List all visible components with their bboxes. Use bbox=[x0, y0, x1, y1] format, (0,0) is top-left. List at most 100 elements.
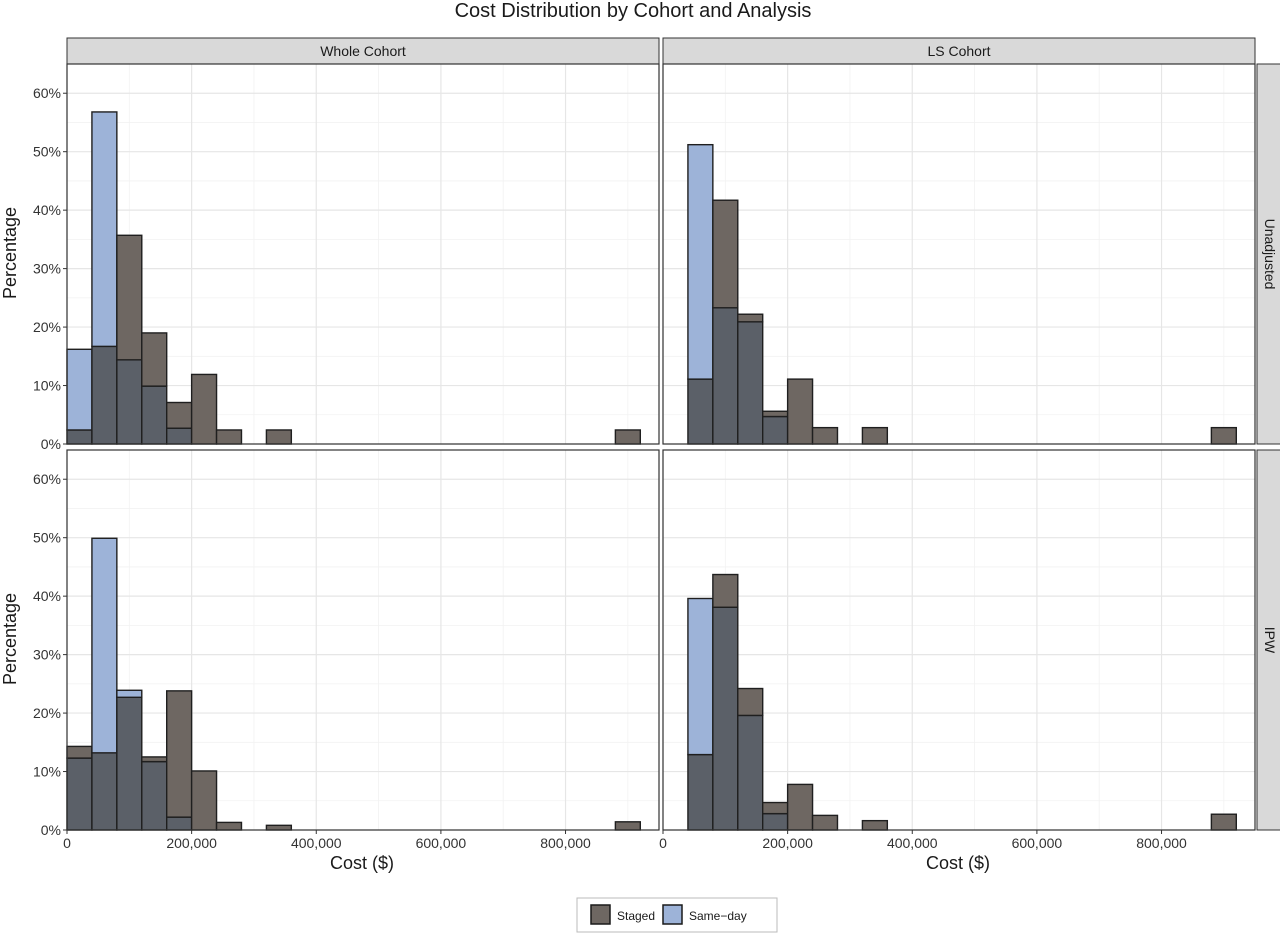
x-tick-label: 400,000 bbox=[291, 835, 342, 851]
bar-staged bbox=[166, 401, 193, 429]
y-tick-label: 20% bbox=[33, 319, 61, 335]
x-tick-label: 600,000 bbox=[416, 835, 467, 851]
y-tick-label: 40% bbox=[33, 588, 61, 604]
panel-border bbox=[66, 449, 660, 831]
bar-staged bbox=[141, 756, 168, 763]
y-axis-title-bottom: Percentage bbox=[0, 593, 20, 685]
bar-staged bbox=[265, 824, 293, 831]
bar-overlap bbox=[166, 816, 193, 831]
chart-title: Cost Distribution by Cohort and Analysis bbox=[455, 0, 812, 22]
bar-overlap bbox=[687, 753, 714, 831]
facet-strip-ls-cohort bbox=[662, 37, 1256, 65]
bar-overlap bbox=[762, 812, 789, 831]
bar-overlap bbox=[737, 321, 764, 445]
legend-label-same-day: Same−day bbox=[689, 909, 747, 923]
bar-staged bbox=[786, 783, 814, 831]
bar-staged bbox=[737, 687, 764, 717]
x-tick-label: 200,000 bbox=[762, 835, 813, 851]
bar-staged bbox=[190, 770, 218, 831]
facet-strip-label-unadjusted: Unadjusted bbox=[1262, 219, 1278, 290]
facet-strip-unadjusted bbox=[1256, 63, 1280, 445]
facet-strip-label-ipw: IPW bbox=[1262, 627, 1278, 654]
x-tick-label: 0 bbox=[63, 835, 71, 851]
panel-border bbox=[662, 63, 1256, 445]
bar-staged bbox=[712, 199, 739, 309]
bar-overlap bbox=[91, 752, 118, 831]
bar-staged bbox=[166, 690, 193, 818]
panel-border bbox=[662, 449, 1256, 831]
bar-staged bbox=[614, 429, 642, 445]
bar-staged bbox=[786, 378, 814, 445]
bar-overlap bbox=[737, 714, 764, 831]
x-tick-label: 200,000 bbox=[166, 835, 217, 851]
bar-same-day bbox=[116, 689, 143, 698]
y-tick-label: 0% bbox=[41, 436, 61, 452]
bar-staged bbox=[712, 573, 739, 608]
bar-staged bbox=[861, 426, 889, 445]
bar-overlap bbox=[141, 385, 168, 445]
bar-same-day bbox=[91, 537, 118, 754]
bars-ls-cohort-unadjusted bbox=[687, 143, 1238, 445]
bar-staged bbox=[811, 814, 839, 831]
bar-staged bbox=[1210, 813, 1238, 831]
panel-ls-cohort-unadjusted bbox=[662, 63, 1256, 445]
bar-staged bbox=[265, 429, 293, 445]
bar-overlap bbox=[66, 429, 93, 445]
bar-staged bbox=[1210, 426, 1238, 445]
bar-staged bbox=[811, 426, 839, 445]
bar-overlap bbox=[712, 606, 739, 831]
facet-strip-label-ls-cohort: LS Cohort bbox=[927, 43, 990, 59]
facet-strip-whole-cohort bbox=[66, 37, 660, 65]
y-axis-title-top: Percentage bbox=[0, 207, 20, 299]
x-axis-title-left: Cost ($) bbox=[330, 853, 394, 873]
bar-staged bbox=[215, 821, 243, 831]
bar-staged bbox=[737, 313, 764, 323]
y-tick-label: 60% bbox=[33, 85, 61, 101]
legend-key-staged bbox=[590, 904, 611, 925]
bar-same-day bbox=[687, 597, 714, 756]
bar-overlap bbox=[66, 757, 93, 831]
bar-overlap bbox=[687, 378, 714, 445]
facet-strip-ipw bbox=[1256, 449, 1280, 831]
panel-border bbox=[66, 63, 660, 445]
legend-key-same-day bbox=[662, 904, 683, 925]
bar-overlap bbox=[141, 760, 168, 831]
x-tick-label: 600,000 bbox=[1012, 835, 1063, 851]
bar-staged bbox=[861, 819, 889, 831]
legend: Staged Same−day bbox=[576, 897, 778, 933]
y-tick-label: 10% bbox=[33, 764, 61, 780]
bar-staged bbox=[190, 373, 218, 445]
bar-overlap bbox=[712, 307, 739, 445]
panel-whole-cohort-unadjusted: 0% 10% 20% 30% 40% 50% 60% bbox=[33, 63, 660, 452]
y-tick-label: 20% bbox=[33, 705, 61, 721]
bars-ls-cohort-ipw bbox=[687, 573, 1238, 831]
bar-overlap bbox=[762, 415, 789, 445]
legend-label-staged: Staged bbox=[617, 909, 655, 923]
bar-overlap bbox=[116, 696, 143, 831]
bar-staged bbox=[215, 429, 243, 445]
panel-whole-cohort-ipw: 0% 10% 20% 30% 40% 50% 60% 0 200,000 400,000 600,0… bbox=[33, 449, 660, 851]
x-axis-title-right: Cost ($) bbox=[926, 853, 990, 873]
y-tick-label: 50% bbox=[33, 144, 61, 160]
bar-overlap bbox=[116, 359, 143, 445]
y-tick-label: 40% bbox=[33, 202, 61, 218]
bar-staged bbox=[66, 745, 93, 759]
bar-staged bbox=[116, 234, 143, 361]
y-tick-label: 30% bbox=[33, 647, 61, 663]
bar-overlap bbox=[91, 345, 118, 445]
x-tick-label: 400,000 bbox=[887, 835, 938, 851]
bars-whole-cohort-ipw bbox=[66, 537, 642, 831]
x-tick-label: 800,000 bbox=[540, 835, 591, 851]
y-tick-label: 10% bbox=[33, 378, 61, 394]
y-tick-label: 0% bbox=[41, 822, 61, 838]
y-tick-label: 60% bbox=[33, 471, 61, 487]
bar-same-day bbox=[91, 111, 118, 348]
y-tick-label: 50% bbox=[33, 530, 61, 546]
bar-staged bbox=[141, 332, 168, 387]
bar-same-day bbox=[66, 348, 93, 431]
bar-staged bbox=[614, 821, 642, 831]
bar-overlap bbox=[166, 427, 193, 445]
y-tick-label: 30% bbox=[33, 261, 61, 277]
facet-strip-label-whole-cohort: Whole Cohort bbox=[320, 43, 406, 59]
